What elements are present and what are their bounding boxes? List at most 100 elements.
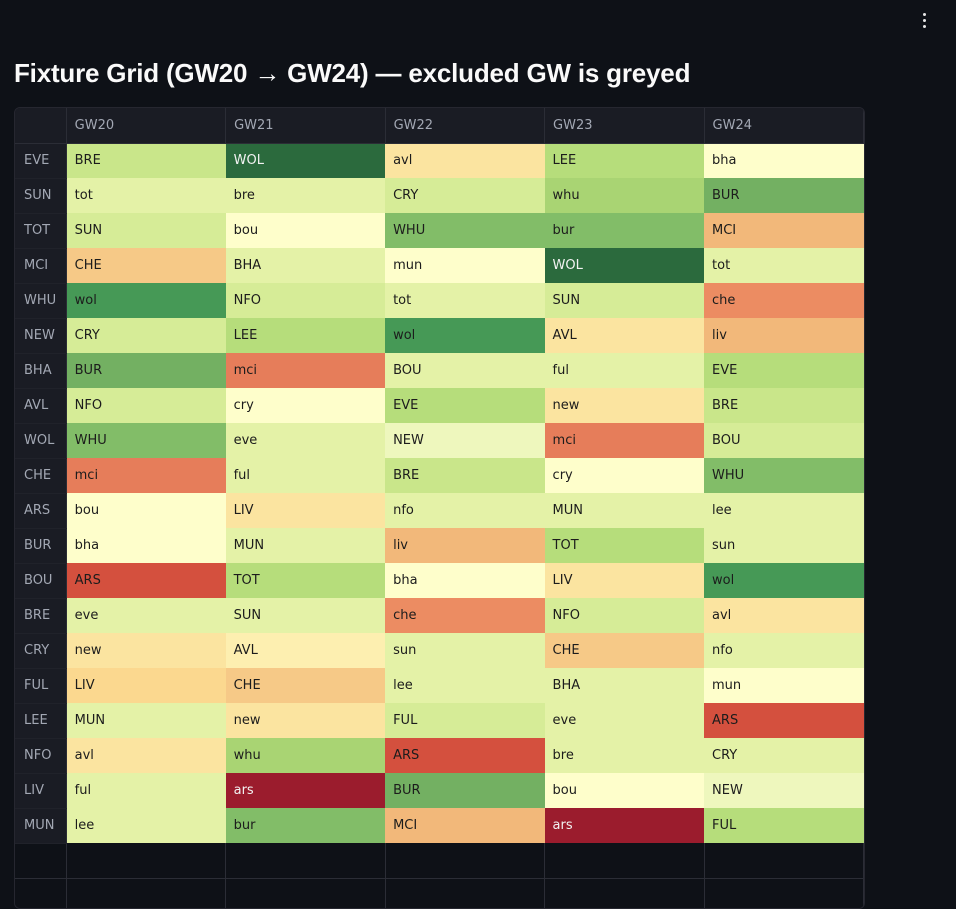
fixture-cell[interactable]: avl — [66, 738, 226, 773]
fixture-cell[interactable]: CHE — [225, 668, 386, 703]
fixture-cell[interactable]: LIV — [66, 668, 226, 703]
row-header-team[interactable]: LIV — [15, 773, 67, 809]
fixture-cell[interactable]: ful — [66, 773, 226, 808]
fixture-cell[interactable]: nfo — [704, 633, 864, 668]
fixture-cell[interactable]: wol — [704, 563, 864, 598]
fixture-cell[interactable]: bou — [225, 213, 386, 248]
row-header-team[interactable]: TOT — [15, 213, 67, 249]
fixture-grid[interactable]: GW20 GW21 GW22 GW23 GW24 EVE BRE WOL avl LEE… — [14, 107, 865, 909]
fixture-cell[interactable]: mun — [385, 248, 545, 283]
fixture-cell[interactable]: tot — [385, 283, 545, 318]
fixture-cell[interactable]: bha — [385, 563, 545, 598]
fixture-cell[interactable]: whu — [544, 178, 705, 213]
fixture-cell[interactable]: eve — [66, 598, 226, 633]
fixture-cell[interactable]: che — [704, 283, 864, 318]
fixture-cell[interactable]: mun — [704, 668, 864, 703]
row-header-team[interactable]: CRY — [15, 633, 67, 669]
row-header-team[interactable]: SUN — [15, 178, 67, 214]
column-header-gw23[interactable]: GW23 — [544, 108, 705, 144]
fixture-cell[interactable]: WHU — [66, 423, 226, 458]
row-header-team[interactable]: WOL — [15, 423, 67, 459]
fixture-cell[interactable]: lee — [704, 493, 864, 528]
fixture-cell[interactable]: FUL — [704, 808, 864, 843]
fixture-cell[interactable]: new — [66, 633, 226, 668]
fixture-cell[interactable]: wol — [66, 283, 226, 318]
fixture-cell[interactable]: WOL — [225, 143, 386, 178]
fixture-cell[interactable]: CHE — [544, 633, 705, 668]
fixture-cell[interactable]: tot — [66, 178, 226, 213]
row-header-team[interactable]: ARS — [15, 493, 67, 529]
fixture-cell[interactable]: AVL — [225, 633, 386, 668]
column-header-gw20[interactable]: GW20 — [66, 108, 227, 144]
fixture-cell[interactable]: bre — [544, 738, 705, 773]
fixture-cell[interactable]: WHU — [385, 213, 545, 248]
fixture-cell[interactable]: TOT — [544, 528, 705, 563]
row-header-team[interactable]: NEW — [15, 318, 67, 354]
fixture-cell[interactable]: avl — [385, 143, 545, 178]
fixture-cell[interactable]: WOL — [544, 248, 705, 283]
fixture-cell[interactable]: FUL — [385, 703, 545, 738]
row-header-team[interactable]: MUN — [15, 808, 67, 844]
fixture-cell[interactable]: AVL — [544, 318, 705, 353]
fixture-cell[interactable]: NFO — [66, 388, 226, 423]
row-header-team[interactable]: CHE — [15, 458, 67, 494]
fixture-cell[interactable]: liv — [704, 318, 864, 353]
fixture-cell[interactable]: bou — [544, 773, 705, 808]
fixture-cell[interactable]: NEW — [385, 423, 545, 458]
fixture-cell[interactable]: MCI — [385, 808, 545, 843]
row-header-team[interactable]: BHA — [15, 353, 67, 389]
fixture-cell[interactable]: LIV — [544, 563, 705, 598]
row-header-team[interactable]: LEE — [15, 703, 67, 739]
fixture-cell[interactable]: mci — [544, 423, 705, 458]
fixture-cell[interactable]: new — [544, 388, 705, 423]
fixture-cell[interactable]: BRE — [704, 388, 864, 423]
fixture-cell[interactable]: whu — [225, 738, 386, 773]
fixture-cell[interactable]: mci — [225, 353, 386, 388]
fixture-cell[interactable]: ful — [225, 458, 386, 493]
fixture-cell[interactable]: sun — [704, 528, 864, 563]
fixture-cell[interactable]: SUN — [66, 213, 226, 248]
fixture-cell[interactable]: lee — [66, 808, 226, 843]
row-header-team[interactable]: BRE — [15, 598, 67, 634]
fixture-cell[interactable]: MUN — [66, 703, 226, 738]
fixture-cell[interactable]: MUN — [225, 528, 386, 563]
fixture-cell[interactable]: EVE — [385, 388, 545, 423]
fixture-cell[interactable]: liv — [385, 528, 545, 563]
fixture-cell[interactable]: CRY — [385, 178, 545, 213]
main-menu-button[interactable] — [912, 8, 936, 32]
fixture-cell[interactable]: WHU — [704, 458, 864, 493]
fixture-cell[interactable]: cry — [544, 458, 705, 493]
fixture-cell[interactable]: BHA — [544, 668, 705, 703]
fixture-cell[interactable]: cry — [225, 388, 386, 423]
fixture-cell[interactable]: tot — [704, 248, 864, 283]
fixture-cell[interactable]: NFO — [544, 598, 705, 633]
row-header-team[interactable]: MCI — [15, 248, 67, 284]
fixture-cell[interactable]: CRY — [66, 318, 226, 353]
fixture-cell[interactable]: NFO — [225, 283, 386, 318]
fixture-cell[interactable]: bur — [544, 213, 705, 248]
fixture-cell[interactable]: lee — [385, 668, 545, 703]
fixture-cell[interactable]: BHA — [225, 248, 386, 283]
fixture-cell[interactable]: BOU — [385, 353, 545, 388]
fixture-cell[interactable]: che — [385, 598, 545, 633]
fixture-cell[interactable]: eve — [544, 703, 705, 738]
fixture-cell[interactable]: bha — [704, 143, 864, 178]
row-header-team[interactable]: NFO — [15, 738, 67, 774]
fixture-cell[interactable]: mci — [66, 458, 226, 493]
fixture-cell[interactable]: ARS — [385, 738, 545, 773]
fixture-cell[interactable]: LEE — [544, 143, 705, 178]
row-header-team[interactable]: AVL — [15, 388, 67, 424]
fixture-cell[interactable]: BUR — [66, 353, 226, 388]
row-header-team[interactable]: WHU — [15, 283, 67, 319]
fixture-cell[interactable]: MCI — [704, 213, 864, 248]
fixture-cell[interactable]: BUR — [385, 773, 545, 808]
fixture-cell[interactable]: bre — [225, 178, 386, 213]
fixture-cell[interactable]: ARS — [66, 563, 226, 598]
fixture-cell[interactable]: BOU — [704, 423, 864, 458]
fixture-cell[interactable]: wol — [385, 318, 545, 353]
fixture-cell[interactable]: NEW — [704, 773, 864, 808]
fixture-cell[interactable]: TOT — [225, 563, 386, 598]
fixture-cell[interactable]: SUN — [544, 283, 705, 318]
fixture-cell[interactable]: BRE — [385, 458, 545, 493]
fixture-cell[interactable]: bou — [66, 493, 226, 528]
